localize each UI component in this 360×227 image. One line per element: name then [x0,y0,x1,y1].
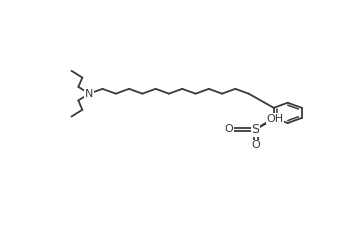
Text: O: O [225,124,233,134]
Text: N: N [85,89,93,99]
Text: OH: OH [266,114,284,124]
Text: S: S [252,123,260,136]
Text: O: O [251,140,260,150]
